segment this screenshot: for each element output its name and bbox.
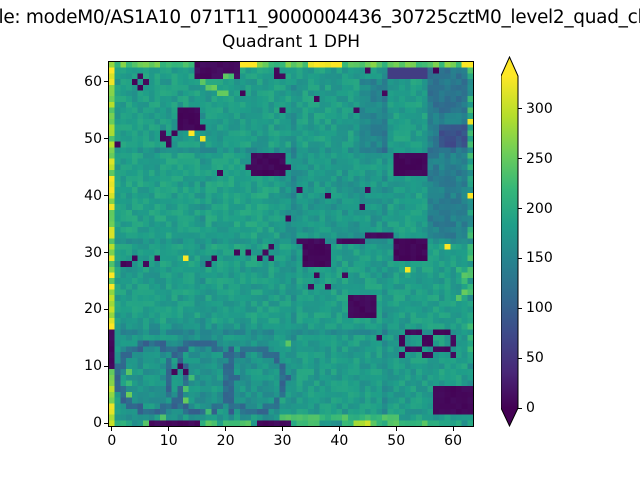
y-tick-label: 0 <box>93 415 102 432</box>
y-tick-mark <box>104 81 108 83</box>
colorbar <box>501 56 519 428</box>
colorbar-tick-label: 0 <box>526 400 535 416</box>
colorbar-tick-label: 300 <box>526 100 553 117</box>
heatmap-plot <box>108 61 474 427</box>
x-tick-label: 10 <box>159 433 178 449</box>
y-tick-label: 20 <box>84 301 102 318</box>
colorbar-tick-mark <box>518 158 522 160</box>
x-tick-mark <box>395 427 397 431</box>
colorbar-tick-label: 50 <box>526 350 544 367</box>
y-tick-mark <box>104 252 108 254</box>
y-tick-mark <box>104 365 108 367</box>
y-tick-label: 10 <box>84 358 102 375</box>
colorbar-tick-mark <box>518 257 522 259</box>
figure-suptitle: m file: modeM0/AS1A10_071T11_9000004436_… <box>0 7 640 28</box>
colorbar-tick-label: 150 <box>526 250 553 267</box>
colorbar-tick-label: 200 <box>526 200 553 217</box>
x-tick-mark <box>281 427 283 431</box>
x-tick-mark <box>452 427 454 431</box>
x-tick-label: 20 <box>216 433 235 449</box>
colorbar-tick-mark <box>518 307 522 309</box>
colorbar-bar <box>501 56 519 428</box>
x-tick-label: 0 <box>107 433 117 449</box>
y-tick-label: 50 <box>84 130 102 147</box>
y-tick-mark <box>104 422 108 424</box>
y-tick-mark <box>104 308 108 310</box>
colorbar-tick-label: 250 <box>526 150 553 167</box>
x-tick-mark <box>168 427 170 431</box>
x-tick-label: 30 <box>273 433 292 449</box>
y-tick-label: 40 <box>84 187 102 204</box>
x-tick-mark <box>225 427 227 431</box>
heatmap-canvas <box>109 62 473 426</box>
y-tick-mark <box>104 138 108 140</box>
colorbar-tick-mark <box>518 108 522 110</box>
y-tick-label: 30 <box>84 244 102 261</box>
colorbar-tick-mark <box>518 407 522 409</box>
colorbar-tick-mark <box>518 357 522 359</box>
x-tick-label: 40 <box>330 433 349 449</box>
x-tick-mark <box>111 427 113 431</box>
y-tick-label: 60 <box>84 73 102 90</box>
x-tick-label: 50 <box>387 433 406 449</box>
x-tick-label: 60 <box>444 433 462 449</box>
chart-title: Quadrant 1 DPH <box>222 32 360 52</box>
x-tick-mark <box>338 427 340 431</box>
y-tick-mark <box>104 195 108 197</box>
colorbar-tick-label: 100 <box>526 300 553 317</box>
colorbar-tick-mark <box>518 208 522 210</box>
